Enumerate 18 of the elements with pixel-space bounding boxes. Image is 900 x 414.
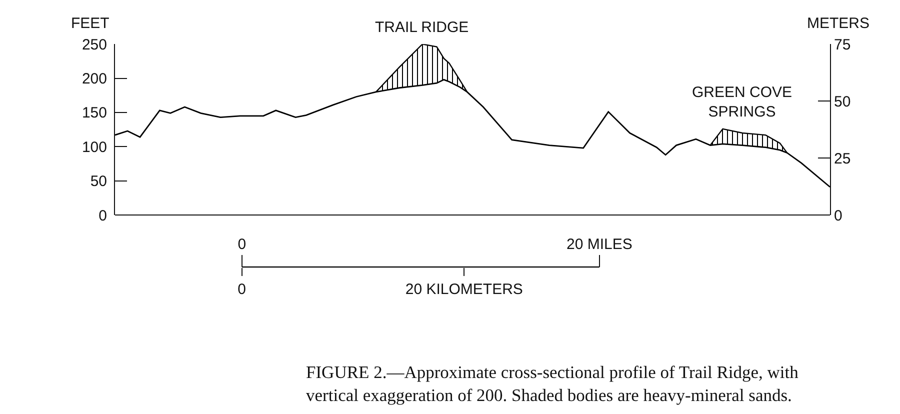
y-tick-label: 150: [82, 104, 107, 122]
x2-tick-label: 0: [238, 281, 246, 298]
annotation: GREEN COVE SPRINGS: [692, 84, 792, 120]
caption: FIGURE 2.—Approximate cross-sectional profile of Trail Ridge, with vertical exaggeration of 200. Shaded bodies are heavy-mineral sands.: [306, 362, 799, 405]
y2-tick-label: 50: [834, 93, 851, 110]
y-tick-label: 50: [90, 173, 107, 190]
y-tick-label: 100: [82, 138, 107, 156]
y-tick-label: 250: [82, 36, 107, 54]
y-axis-title: FEET: [71, 15, 110, 32]
y-tick-label: 200: [82, 70, 107, 88]
y-tick-label: 0: [98, 207, 107, 224]
annotation: TRAIL RIDGE: [375, 19, 469, 36]
y2-tick-label: 75: [834, 36, 851, 54]
y2-tick-label: 25: [834, 150, 851, 168]
y2-axis-title: METERS: [807, 15, 870, 32]
x-tick-label: 20 MILES: [566, 236, 632, 254]
y2-tick-label: 0: [834, 207, 842, 224]
x2-tick-label: 20 KILOMETERS: [405, 281, 523, 298]
